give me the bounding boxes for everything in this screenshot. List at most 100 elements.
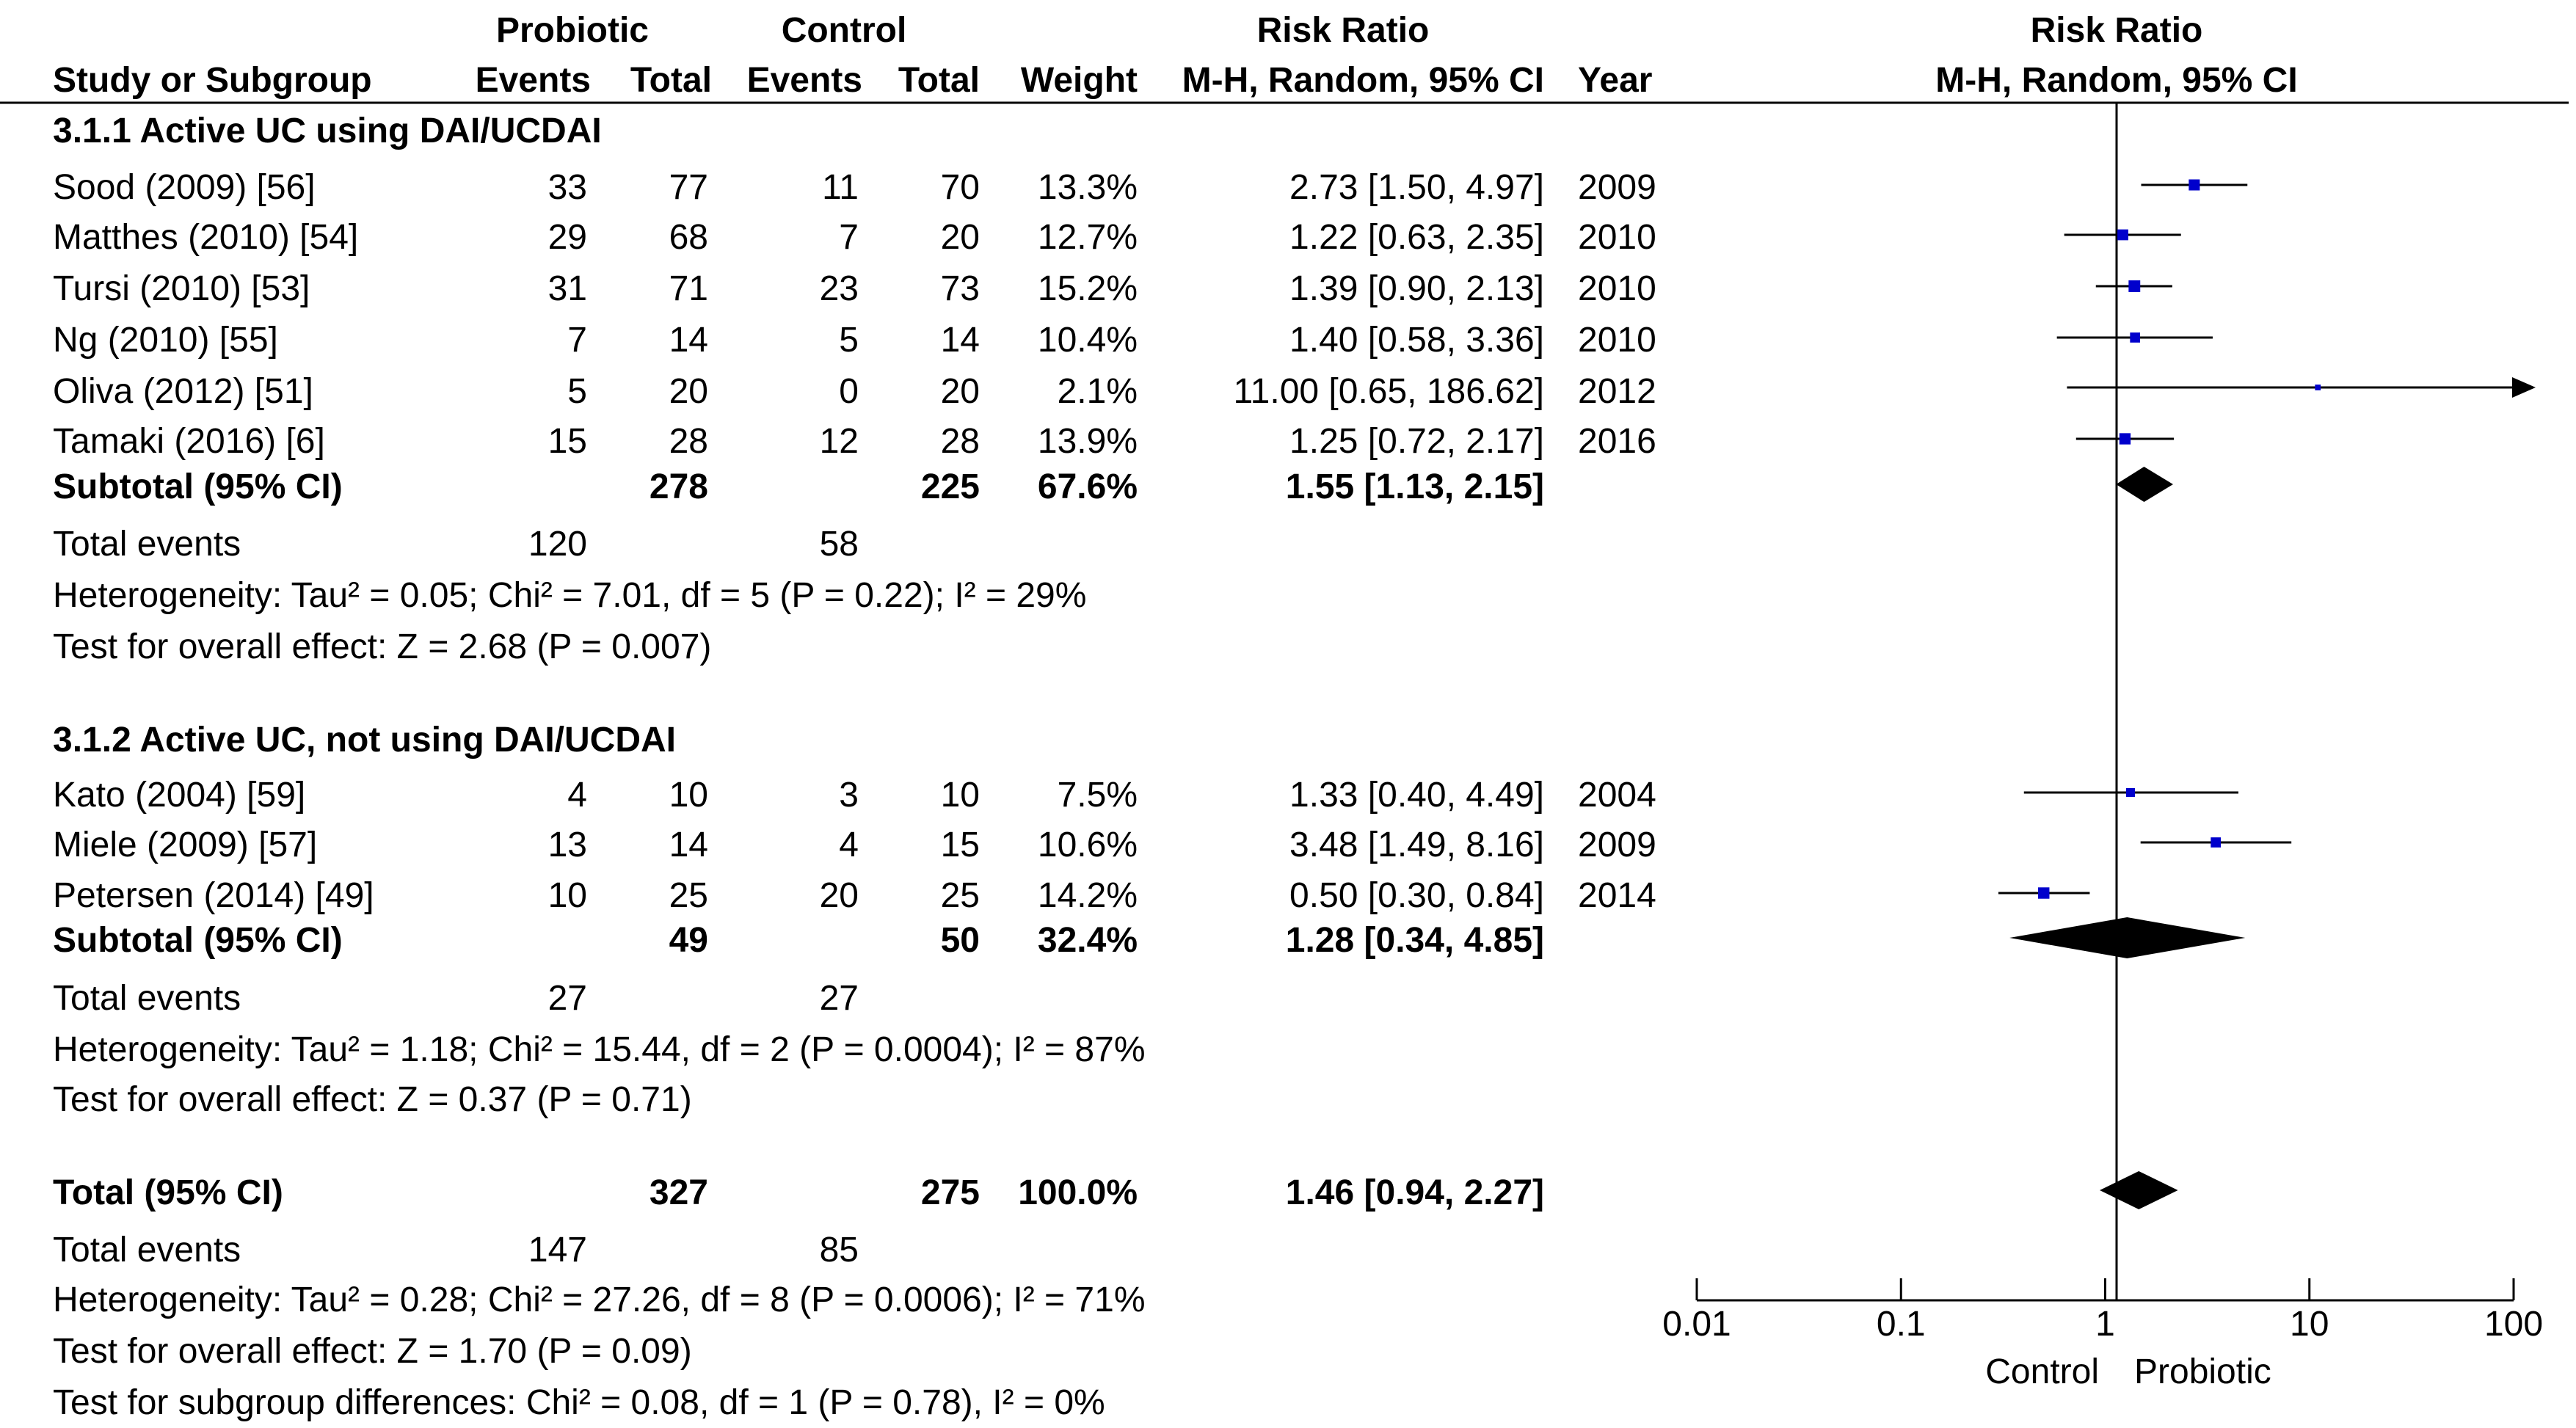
study-year: 2010 [1578,321,1656,360]
pooled-diamond [2116,467,2174,502]
study-year: 2004 [1578,776,1656,815]
study-ci: 3.48 [1.49, 8.16] [1289,826,1544,864]
study-point-estimate [2117,229,2128,241]
subgroup-differences-text: Test for subgroup differences: Chi² = 0.… [53,1383,1105,1422]
study-name: Tamaki (2016) [6] [53,422,325,461]
pooled-diamond [2009,917,2246,958]
study-events2: 23 [819,269,859,308]
subtotal-ci: 1.55 [1.13, 2.15] [1285,467,1544,506]
col-weight-header: Weight [1020,61,1138,100]
total-events1: 27 [547,979,587,1018]
study-ci: 0.50 [0.30, 0.84] [1289,876,1544,915]
subtotal-total1: 278 [649,467,708,506]
study-events1: 5 [567,372,587,411]
study-ci: 1.25 [0.72, 2.17] [1289,422,1544,461]
study-total2: 14 [940,321,980,360]
study-point-estimate [2211,837,2222,848]
study-total1: 10 [669,776,708,815]
study-total1: 14 [669,826,708,864]
study-weight: 13.9% [1037,422,1138,461]
study-point-estimate [2119,433,2131,445]
subtotal-label: Subtotal (95% CI) [53,921,343,960]
col-year-header: Year [1578,61,1653,100]
heterogeneity-text: Heterogeneity: Tau² = 0.05; Chi² = 7.01,… [53,576,1087,615]
study-events2: 0 [839,372,859,411]
col-ci-header: M-H, Random, 95% CI [1182,61,1544,100]
subgroup-title: 3.1.1 Active UC using DAI/UCDAI [53,112,602,150]
plot-subheader: M-H, Random, 95% CI [1935,61,2298,100]
study-name: Sood (2009) [56] [53,168,316,207]
study-year: 2009 [1578,826,1656,864]
study-weight: 7.5% [1057,776,1138,815]
study-events2: 20 [819,876,859,915]
study-year: 2010 [1578,218,1656,257]
ci-arrow [2512,377,2536,398]
heterogeneity-text: Heterogeneity: Tau² = 1.18; Chi² = 15.44… [53,1030,1146,1069]
study-events1: 4 [567,776,587,815]
study-year: 2010 [1578,269,1656,308]
total-ci: 1.46 [0.94, 2.27] [1285,1173,1544,1212]
study-ci: 1.22 [0.63, 2.35] [1289,218,1544,257]
study-events1: 31 [547,269,587,308]
study-point-estimate [2125,787,2135,798]
study-weight: 10.6% [1037,826,1138,864]
pooled-diamond [2100,1171,2178,1209]
subtotal-total1: 49 [669,921,708,960]
study-ci: 1.33 [0.40, 4.49] [1289,776,1544,815]
subtotal-weight: 32.4% [1037,921,1138,960]
total-events1: 147 [528,1231,587,1269]
x-tick-label: 1 [2095,1305,2115,1344]
subtotal-ci: 1.28 [0.34, 4.85] [1285,921,1544,960]
favours-left-label: Control [1985,1352,2099,1391]
study-name: Matthes (2010) [54] [53,218,359,257]
subtotal-label: Subtotal (95% CI) [53,467,343,506]
study-point-estimate [2128,280,2141,292]
study-total2: 25 [940,876,980,915]
forest-marks [1998,179,2536,1209]
study-point-estimate [2188,179,2200,191]
study-weight: 15.2% [1037,269,1138,308]
x-tick-label: 10 [2290,1305,2329,1344]
group1-header: Probiotic [495,11,649,50]
study-total1: 25 [669,876,708,915]
study-events2: 4 [839,826,859,864]
group2-header: Control [781,11,907,50]
total-events-label: Total events [53,525,241,564]
study-name: Petersen (2014) [49] [53,876,374,915]
total-events-label: Total events [53,1231,241,1269]
study-total1: 68 [669,218,708,257]
x-tick-label: 100 [2484,1305,2543,1344]
study-events2: 11 [822,168,859,207]
study-weight: 14.2% [1037,876,1138,915]
study-weight: 10.4% [1037,321,1138,360]
total-weight: 100.0% [1018,1173,1138,1212]
overall-effect-text: Test for overall effect: Z = 1.70 (P = 0… [53,1332,692,1371]
study-point-estimate [2315,385,2321,390]
study-ci: 1.40 [0.58, 3.36] [1289,321,1544,360]
study-point-estimate [2130,332,2140,343]
subgroup-title: 3.1.2 Active UC, not using DAI/UCDAI [53,721,676,759]
study-total2: 10 [940,776,980,815]
favours-right-label: Probiotic [2134,1352,2271,1391]
col-study-header: Study or Subgroup [53,61,372,100]
col-total1-header: Total [630,61,712,100]
plot-header: Risk Ratio [2030,11,2203,50]
study-total2: 20 [940,372,980,411]
total-events-label: Total events [53,979,241,1018]
total-total1: 327 [649,1173,708,1212]
total-events2: 27 [819,979,859,1018]
total-events2: 85 [819,1231,859,1269]
study-total2: 28 [940,422,980,461]
subtotal-total2: 225 [920,467,980,506]
study-name: Ng (2010) [55] [53,321,278,360]
study-weight: 12.7% [1037,218,1138,257]
study-events2: 12 [819,422,859,461]
x-axis-ticks: 0.01 0.1 1 10 100 [1662,1278,2543,1344]
study-total2: 73 [940,269,980,308]
study-total1: 28 [669,422,708,461]
study-events1: 13 [547,826,587,864]
study-events1: 33 [547,168,587,207]
study-total2: 70 [940,168,980,207]
total-events1: 120 [528,525,587,564]
